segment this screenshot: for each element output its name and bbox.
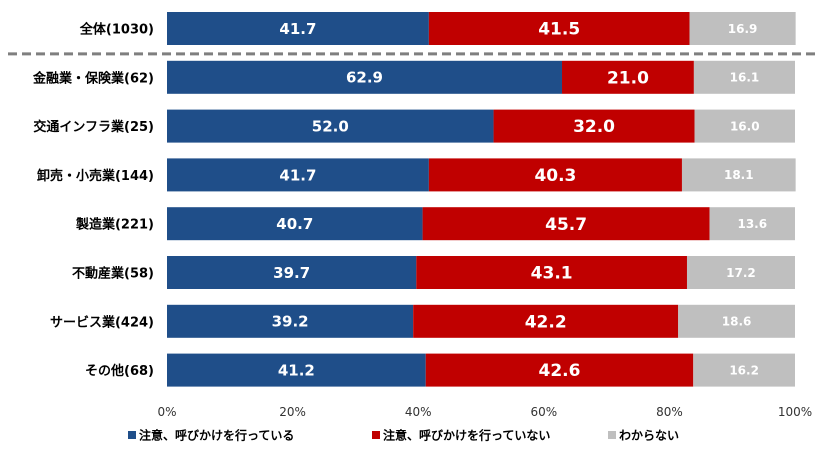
category-label: 卸売・小売業(144): [37, 168, 154, 184]
bar-segment: [686, 256, 795, 289]
bar-segment: [167, 158, 429, 192]
category-label: 金融業・保険業(62): [32, 70, 154, 86]
bar-row: 交通インフラ業(25) 52.0 32.0 16.0: [33, 109, 795, 143]
bar-row: サービス業(424) 39.2 42.2 18.6: [50, 304, 795, 338]
legend-swatch: [372, 431, 380, 439]
data-label: 42.2: [525, 312, 567, 332]
bar-segment: [709, 207, 795, 241]
data-label: 16.0: [730, 119, 760, 133]
bar-segment: [167, 304, 414, 338]
bar-segment: [694, 109, 795, 143]
category-label: 全体(1030): [79, 22, 154, 38]
bar-row: その他(68) 41.2 42.6 16.2: [85, 353, 795, 387]
data-label: 41.5: [538, 20, 580, 40]
data-label: 62.9: [346, 69, 383, 87]
bar-segment: [428, 158, 682, 192]
data-label: 43.1: [531, 264, 573, 284]
bar-row: 製造業(221) 40.7 45.7 13.6: [75, 207, 795, 241]
data-label: 41.7: [279, 20, 316, 38]
x-tick-label: 80%: [656, 405, 683, 419]
bar-segment: [425, 353, 694, 387]
data-label: 41.2: [278, 362, 315, 380]
bar-segment: [693, 353, 795, 387]
data-label: 41.7: [279, 166, 316, 184]
data-label: 40.3: [534, 166, 576, 186]
data-label: 42.6: [539, 361, 581, 381]
bar-segment: [422, 207, 710, 241]
bar-segment: [167, 353, 426, 387]
data-label: 18.1: [724, 168, 754, 182]
bar-segment: [167, 256, 417, 289]
category-label: サービス業(424): [50, 314, 154, 330]
data-label: 40.7: [276, 215, 313, 233]
legend-swatch: [608, 431, 616, 439]
bar-segment: [413, 304, 679, 338]
bar-segment: [167, 109, 494, 143]
x-tick-label: 40%: [405, 405, 432, 419]
bar-segment: [681, 158, 796, 192]
bar-row: 不動産業(58) 39.7 43.1 17.2: [72, 256, 795, 289]
category-label: 交通インフラ業(25): [33, 119, 154, 135]
data-label: 45.7: [545, 215, 587, 235]
x-tick-label: 60%: [530, 405, 557, 419]
data-label: 39.2: [272, 313, 309, 331]
bar-segment: [678, 304, 795, 338]
data-label: 39.7: [273, 264, 310, 282]
data-label: 52.0: [312, 118, 349, 136]
category-label: 不動産業(58): [72, 266, 154, 282]
bar-row: 全体(1030) 41.7 41.5 16.9: [79, 12, 796, 45]
legend-label: 注意、呼びかけを行っていない: [383, 428, 550, 443]
bar-segment: [167, 12, 429, 45]
bar-row: 卸売・小売業(144) 41.7 40.3 18.1: [37, 158, 796, 192]
bar-segment: [493, 109, 695, 143]
data-label: 16.1: [730, 71, 760, 85]
x-tick-label: 0%: [157, 405, 176, 419]
category-label: 製造業(221): [75, 217, 154, 233]
bar-segment: [167, 60, 563, 94]
category-label: その他(68): [85, 363, 154, 379]
legend-swatch: [128, 431, 136, 439]
bar-segment: [689, 12, 796, 45]
bar-segment: [428, 12, 690, 45]
x-tick-label: 20%: [279, 405, 306, 419]
data-label: 18.6: [722, 315, 752, 329]
bar-segment: [416, 256, 687, 289]
bar-row: 金融業・保険業(62) 62.9 21.0 16.1: [32, 60, 795, 94]
legend-item: わからない: [608, 429, 679, 443]
legend-item: 注意、呼びかけを行っていない: [372, 428, 550, 443]
data-label: 16.2: [729, 363, 759, 377]
legend-item: 注意、呼びかけを行っている: [128, 428, 294, 443]
data-label: 13.6: [737, 217, 767, 231]
x-tick-label: 100%: [778, 405, 812, 419]
bar-segment: [693, 60, 795, 94]
legend-label: 注意、呼びかけを行っている: [139, 428, 294, 443]
bar-segment: [167, 207, 423, 241]
data-label: 16.9: [728, 22, 758, 36]
data-label: 17.2: [726, 266, 756, 280]
data-label: 21.0: [607, 68, 649, 88]
data-label: 32.0: [573, 117, 615, 137]
legend-label: わからない: [619, 429, 679, 443]
bar-segment: [562, 60, 694, 94]
